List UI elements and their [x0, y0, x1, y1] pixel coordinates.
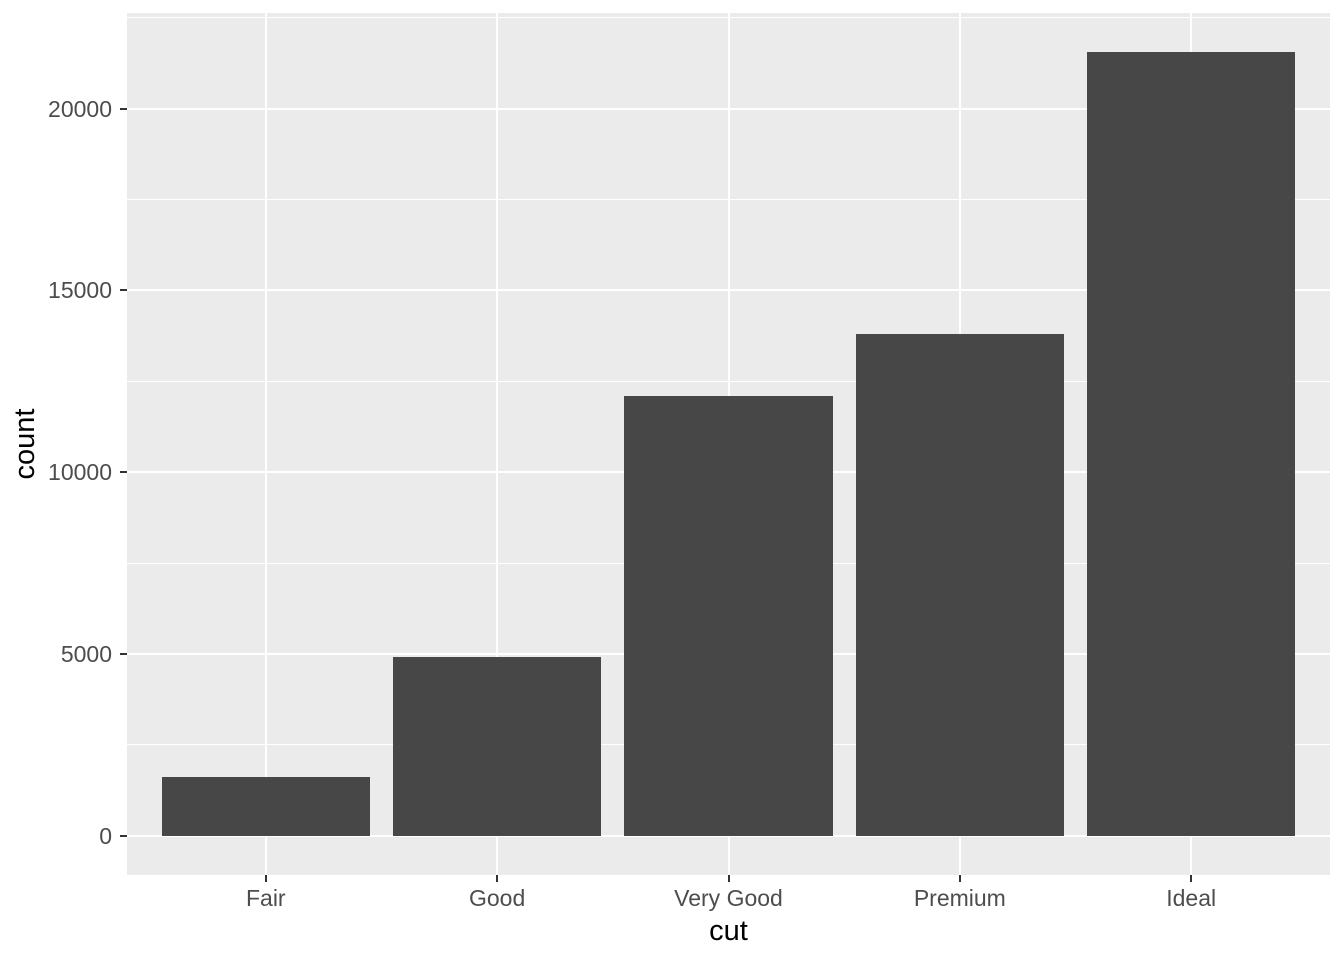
- x-tick-label: Very Good: [674, 885, 783, 911]
- bar-good: [393, 657, 602, 836]
- plot-panel: [127, 13, 1330, 875]
- x-tick-label: Ideal: [1166, 885, 1217, 911]
- x-tick-label: Premium: [913, 885, 1006, 911]
- x-tick-mark: [727, 875, 730, 882]
- x-tick-mark: [496, 875, 499, 882]
- bar-ideal: [1087, 52, 1296, 836]
- x-axis-title: cut: [709, 915, 748, 947]
- bar-premium: [855, 334, 1064, 836]
- x-tick-mark: [958, 875, 961, 882]
- x-tick-mark: [264, 875, 267, 882]
- major-gridline-vertical: [264, 13, 267, 875]
- y-tick-mark: [120, 653, 127, 655]
- y-tick-mark: [120, 107, 127, 110]
- y-tick-mark: [120, 834, 127, 837]
- y-tick-label: 10000: [48, 459, 112, 486]
- bar-fair: [161, 777, 370, 836]
- major-gridline-vertical: [496, 13, 499, 875]
- y-tick-label: 5000: [60, 641, 112, 667]
- y-tick-mark: [120, 471, 127, 474]
- x-tick-label: Fair: [245, 885, 286, 911]
- y-tick-label: 15000: [48, 277, 112, 304]
- x-tick-mark: [1190, 875, 1193, 882]
- bar-very-good: [624, 396, 833, 836]
- y-axis-title: count: [9, 408, 41, 480]
- y-tick-mark: [120, 289, 127, 292]
- y-tick-label: 20000: [48, 95, 112, 122]
- y-tick-label: 0: [99, 822, 112, 849]
- x-tick-label: Good: [469, 885, 526, 911]
